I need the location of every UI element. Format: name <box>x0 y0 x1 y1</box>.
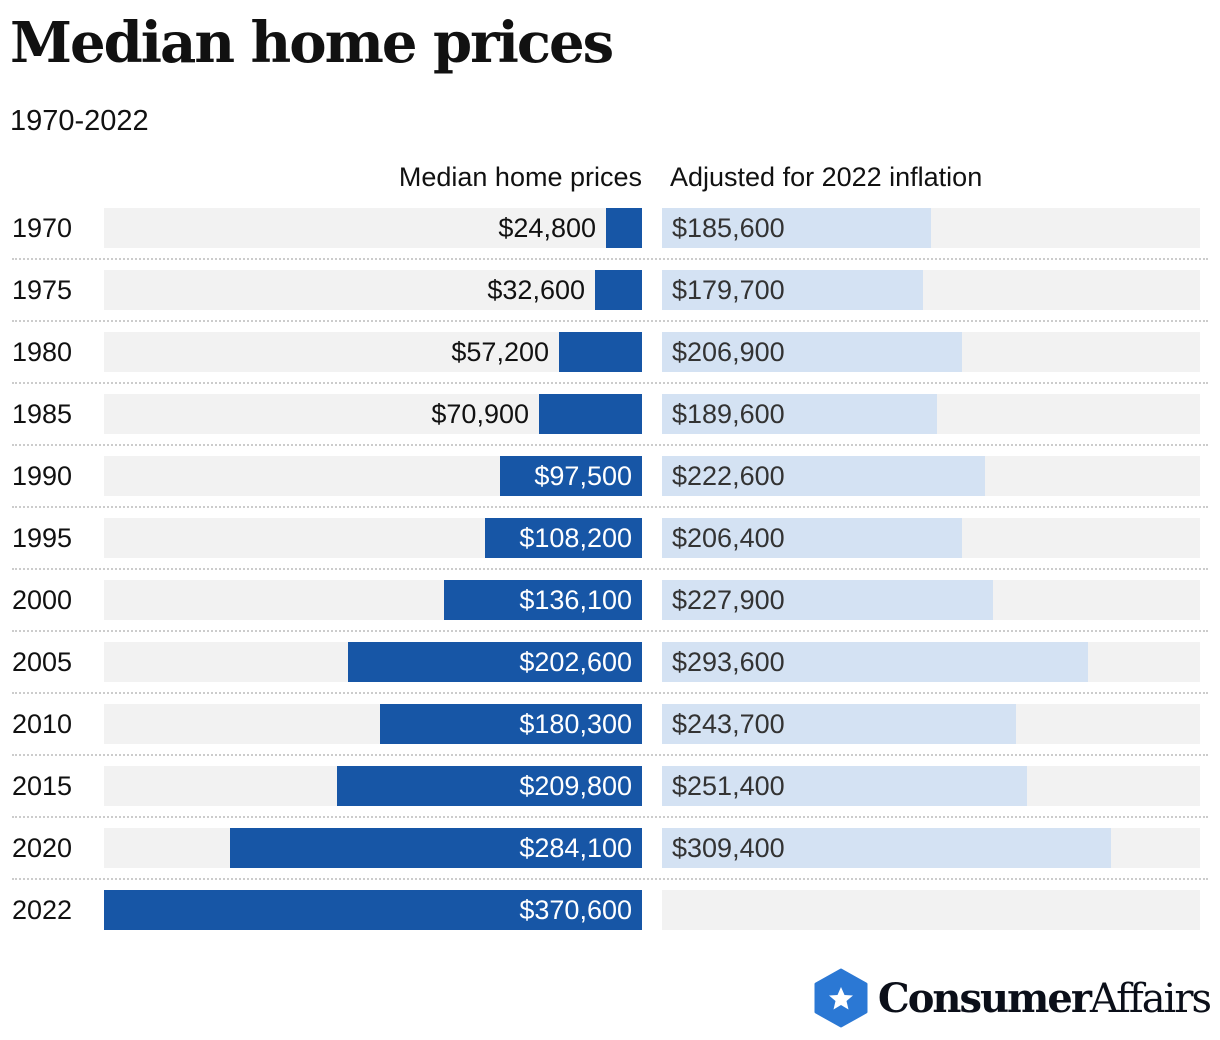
bar-median <box>380 704 642 744</box>
star-hexagon-icon <box>814 968 868 1028</box>
bar-adjusted <box>662 704 1016 744</box>
value-label-adjusted: $206,400 <box>672 523 785 553</box>
year-label: 2020 <box>12 833 73 863</box>
value-label-median: $180,300 <box>519 709 632 739</box>
value-label-adjusted: $189,600 <box>672 399 785 429</box>
consumeraffairs-logo: ConsumerAffairs <box>814 968 1212 1028</box>
year-label: 2005 <box>12 647 73 677</box>
logo-text-affairs: Affairs <box>1089 975 1212 1022</box>
year-label: 1980 <box>12 337 73 367</box>
bar-adjusted <box>662 766 1027 806</box>
bar-median <box>539 394 642 434</box>
value-label-adjusted: $293,600 <box>672 647 785 677</box>
bar-adjusted <box>662 580 993 620</box>
year-label: 2015 <box>12 771 73 801</box>
bar-adjusted <box>662 642 1088 682</box>
row-divider <box>12 878 1208 880</box>
value-label-adjusted: $227,900 <box>672 585 785 615</box>
bar-track-median <box>104 208 642 248</box>
value-label-adjusted: $185,600 <box>672 213 785 243</box>
value-label-adjusted: $309,400 <box>672 833 785 863</box>
bar-median <box>337 766 642 806</box>
chart-subtitle: 1970-2022 <box>10 105 149 137</box>
value-label-median: $284,100 <box>519 833 632 863</box>
bar-median <box>348 642 642 682</box>
bar-median <box>485 518 642 558</box>
column-header-adjusted: Adjusted for 2022 inflation <box>670 162 983 192</box>
chart-row: 2022 $370,600 <box>0 890 1220 930</box>
chart-row: 2000 $136,100 $227,900 <box>0 580 1220 632</box>
bar-track-median <box>104 270 642 310</box>
chart-row: 2005 $202,600 $293,600 <box>0 642 1220 694</box>
chart-row: 1970 $24,800 $185,600 <box>0 208 1220 260</box>
bar-median <box>559 332 642 372</box>
year-label: 2022 <box>12 895 73 925</box>
chart-row: 1990 $97,500 $222,600 <box>0 456 1220 508</box>
value-label-median: $97,500 <box>534 461 632 491</box>
bar-adjusted <box>662 270 923 310</box>
row-divider <box>12 630 1208 632</box>
value-label-adjusted: $206,900 <box>672 337 785 367</box>
chart-row: 1985 $70,900 $189,600 <box>0 394 1220 446</box>
bar-track-adjusted <box>662 890 1200 930</box>
row-divider <box>12 568 1208 570</box>
year-label: 1995 <box>12 523 73 553</box>
row-divider <box>12 692 1208 694</box>
year-label: 2010 <box>12 709 73 739</box>
year-label: 1970 <box>12 213 73 243</box>
chart-row: 1980 $57,200 $206,900 <box>0 332 1220 384</box>
bar-median <box>230 828 642 868</box>
year-label: 1975 <box>12 275 73 305</box>
value-label-adjusted: $243,700 <box>672 709 785 739</box>
year-label: 1985 <box>12 399 73 429</box>
row-divider <box>12 320 1208 322</box>
bar-adjusted <box>662 828 1111 868</box>
bar-adjusted <box>662 394 937 434</box>
column-header-median: Median home prices <box>398 162 642 192</box>
year-label: 1990 <box>12 461 73 491</box>
value-label-median: $202,600 <box>519 647 632 677</box>
value-label-adjusted: $222,600 <box>672 461 785 491</box>
value-label-median: $24,800 <box>498 213 596 243</box>
logo-text-consumer: Consumer <box>877 974 1092 1022</box>
value-label-median: $57,200 <box>451 337 549 367</box>
bar-median <box>606 208 642 248</box>
bar-adjusted <box>662 518 962 558</box>
row-divider <box>12 506 1208 508</box>
row-divider <box>12 754 1208 756</box>
chart-title: Median home prices <box>10 10 614 76</box>
row-divider <box>12 444 1208 446</box>
chart-row: 2015 $209,800 $251,400 <box>0 766 1220 818</box>
bar-adjusted <box>662 208 931 248</box>
value-label-median: $370,600 <box>519 895 632 925</box>
chart-row: 2010 $180,300 $243,700 <box>0 704 1220 756</box>
value-label-adjusted: $179,700 <box>672 275 785 305</box>
value-label-median: $70,900 <box>431 399 529 429</box>
bar-median <box>500 456 642 496</box>
year-label: 2000 <box>12 585 73 615</box>
bar-track-median <box>104 332 642 372</box>
value-label-median: $209,800 <box>519 771 632 801</box>
value-label-median: $136,100 <box>519 585 632 615</box>
row-divider <box>12 258 1208 260</box>
bar-median <box>444 580 642 620</box>
value-label-median: $108,200 <box>519 523 632 553</box>
chart-row: 1975 $32,600 $179,700 <box>0 270 1220 322</box>
bar-median <box>104 890 642 930</box>
bar-adjusted <box>662 456 985 496</box>
row-divider <box>12 816 1208 818</box>
value-label-adjusted: $251,400 <box>672 771 785 801</box>
chart-row: 1995 $108,200 $206,400 <box>0 518 1220 570</box>
bar-adjusted <box>662 332 962 372</box>
row-divider <box>12 382 1208 384</box>
bar-median <box>595 270 642 310</box>
value-label-median: $32,600 <box>487 275 585 305</box>
chart-row: 2020 $284,100 $309,400 <box>0 828 1220 880</box>
